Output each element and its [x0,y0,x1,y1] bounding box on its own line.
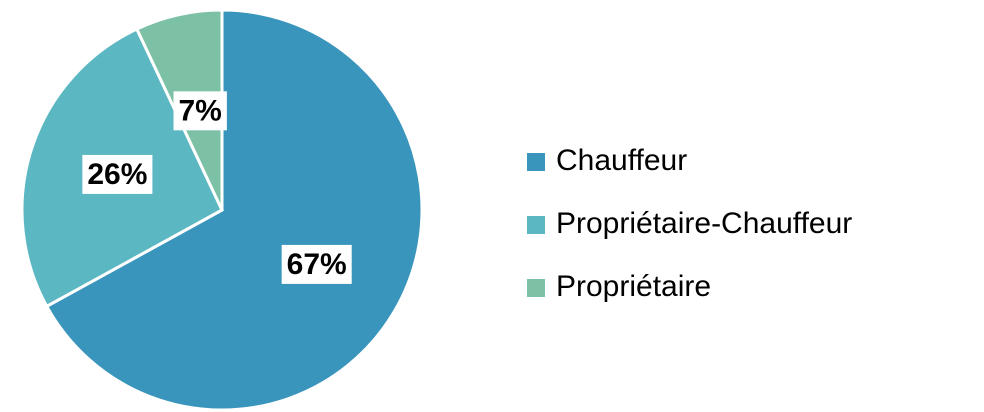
data-label: 26% [87,158,147,191]
data-label-bg [281,244,352,284]
legend-swatch [527,153,545,171]
legend-label: Chauffeur [556,144,687,177]
legend-swatch [527,279,545,297]
data-label: 67% [287,248,347,281]
legend-label: Propriétaire-Chauffeur [556,207,852,240]
legend-label: Propriétaire [556,270,711,303]
data-label: 7% [179,94,222,127]
data-label-bg [173,91,227,131]
data-label-bg [82,154,153,194]
legend-swatch [527,216,545,234]
pie-slice [44,8,424,412]
